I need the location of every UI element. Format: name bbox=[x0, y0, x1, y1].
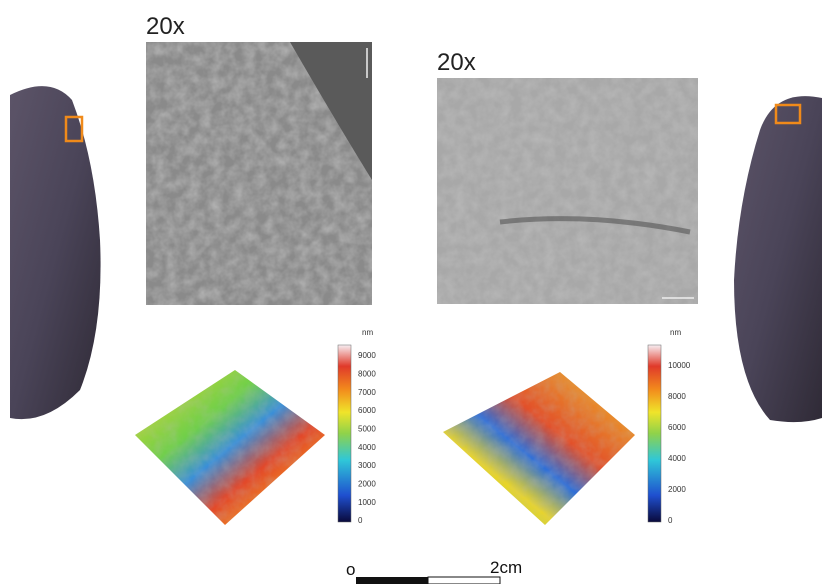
colorbar-tick-label: 6000 bbox=[358, 406, 376, 415]
colorbar-tick-label: 6000 bbox=[668, 423, 686, 432]
colorbar-tick-label: 4000 bbox=[668, 454, 686, 463]
colorbar-unit: nm bbox=[362, 328, 373, 337]
colorbar-tick-label: 3000 bbox=[358, 461, 376, 470]
scale-bar-start: o bbox=[346, 560, 355, 579]
micrograph-texture bbox=[437, 78, 698, 304]
colorbar-tick-label: 8000 bbox=[358, 369, 376, 378]
colorbar-tick-label: 7000 bbox=[358, 388, 376, 397]
colorbar-tick-label: 5000 bbox=[358, 424, 376, 433]
scale-bar-end: 2cm bbox=[490, 558, 522, 577]
artifact-left bbox=[10, 86, 101, 419]
colorbar-tick-label: 9000 bbox=[358, 351, 376, 360]
figure: nm nm 20x 20x o 2cm 0 1000 2000 3000 4000 500… bbox=[0, 0, 822, 584]
colorbar bbox=[648, 345, 661, 522]
colorbar-tick-label: 0 bbox=[358, 516, 363, 525]
artifact-right bbox=[734, 96, 822, 422]
colorbar-tick-label: 4000 bbox=[358, 443, 376, 452]
colorbar-tick-label: 1000 bbox=[358, 498, 376, 507]
colorbar-tick-label: 8000 bbox=[668, 392, 686, 401]
colorbar-unit: nm bbox=[670, 328, 681, 337]
surface-texture bbox=[443, 372, 635, 525]
colorbar-tick-label: 2000 bbox=[358, 479, 376, 488]
colorbar-tick-label: 10000 bbox=[668, 361, 691, 370]
scale-bar-black bbox=[356, 577, 428, 584]
magnification-label: 20x bbox=[437, 49, 476, 76]
scale-bar-white bbox=[428, 577, 500, 584]
colorbar-tick-label: 0 bbox=[668, 516, 673, 525]
colorbar-tick-label: 2000 bbox=[668, 485, 686, 494]
colorbar bbox=[338, 345, 351, 522]
surface-texture bbox=[135, 370, 325, 525]
magnification-label: 20x bbox=[146, 13, 185, 40]
